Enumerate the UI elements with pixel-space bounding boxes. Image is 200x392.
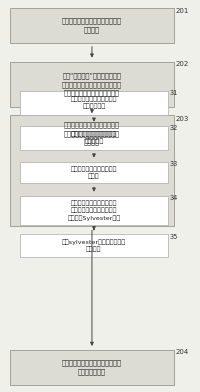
Text: 31: 31 bbox=[169, 90, 177, 96]
FancyBboxPatch shape bbox=[20, 126, 167, 150]
Text: 根据误差分布要求构造压扩
小波基函数: 根据误差分布要求构造压扩 小波基函数 bbox=[70, 131, 117, 145]
Text: 34: 34 bbox=[169, 195, 177, 201]
Text: 求解sylvester方程获得小波基
展开系数: 求解sylvester方程获得小波基 展开系数 bbox=[62, 239, 125, 252]
Text: 利用“训练输入”获取系统状态轨
迹，在状态轨迹上选取展开点，对
非线性系统进行分段线性化处理: 利用“训练输入”获取系统状态轨 迹，在状态轨迹上选取展开点，对 非线性系统进行分… bbox=[62, 73, 121, 96]
FancyBboxPatch shape bbox=[10, 8, 173, 43]
Text: 32: 32 bbox=[169, 125, 177, 131]
Text: 根据每个线性系统的投影矩阵，获
得最终降阶系统: 根据每个线性系统的投影矩阵，获 得最终降阶系统 bbox=[62, 360, 121, 375]
Text: 35: 35 bbox=[169, 234, 177, 240]
FancyBboxPatch shape bbox=[20, 234, 167, 257]
FancyBboxPatch shape bbox=[20, 162, 167, 183]
FancyBboxPatch shape bbox=[20, 91, 167, 115]
Text: 202: 202 bbox=[175, 61, 188, 67]
FancyBboxPatch shape bbox=[20, 196, 167, 225]
FancyBboxPatch shape bbox=[10, 350, 173, 385]
Text: 读取电路网表文件，写成状态空间
方程形式: 读取电路网表文件，写成状态空间 方程形式 bbox=[62, 18, 121, 33]
Text: 将状态变量用压扩后的小波
基展开: 将状态变量用压扩后的小波 基展开 bbox=[70, 166, 117, 179]
Text: 203: 203 bbox=[175, 116, 188, 122]
Text: 204: 204 bbox=[175, 349, 188, 356]
FancyBboxPatch shape bbox=[10, 114, 173, 227]
Text: 201: 201 bbox=[175, 7, 188, 14]
Text: 对于分段线性系统中的每一个线
性系统，使用小波基产生合适的
投影矩阵: 对于分段线性系统中的每一个线 性系统，使用小波基产生合适的 投影矩阵 bbox=[64, 122, 119, 145]
Text: 将待求的时间区间投影到小
波基时间区域: 将待求的时间区间投影到小 波基时间区域 bbox=[70, 96, 117, 109]
Text: 在配置点上对线性系统进行
离散，获得小波基展开系数
所满足的Sylvester方程: 在配置点上对线性系统进行 离散，获得小波基展开系数 所满足的Sylvester方… bbox=[67, 200, 120, 221]
Text: 33: 33 bbox=[169, 161, 177, 167]
FancyBboxPatch shape bbox=[10, 62, 173, 107]
